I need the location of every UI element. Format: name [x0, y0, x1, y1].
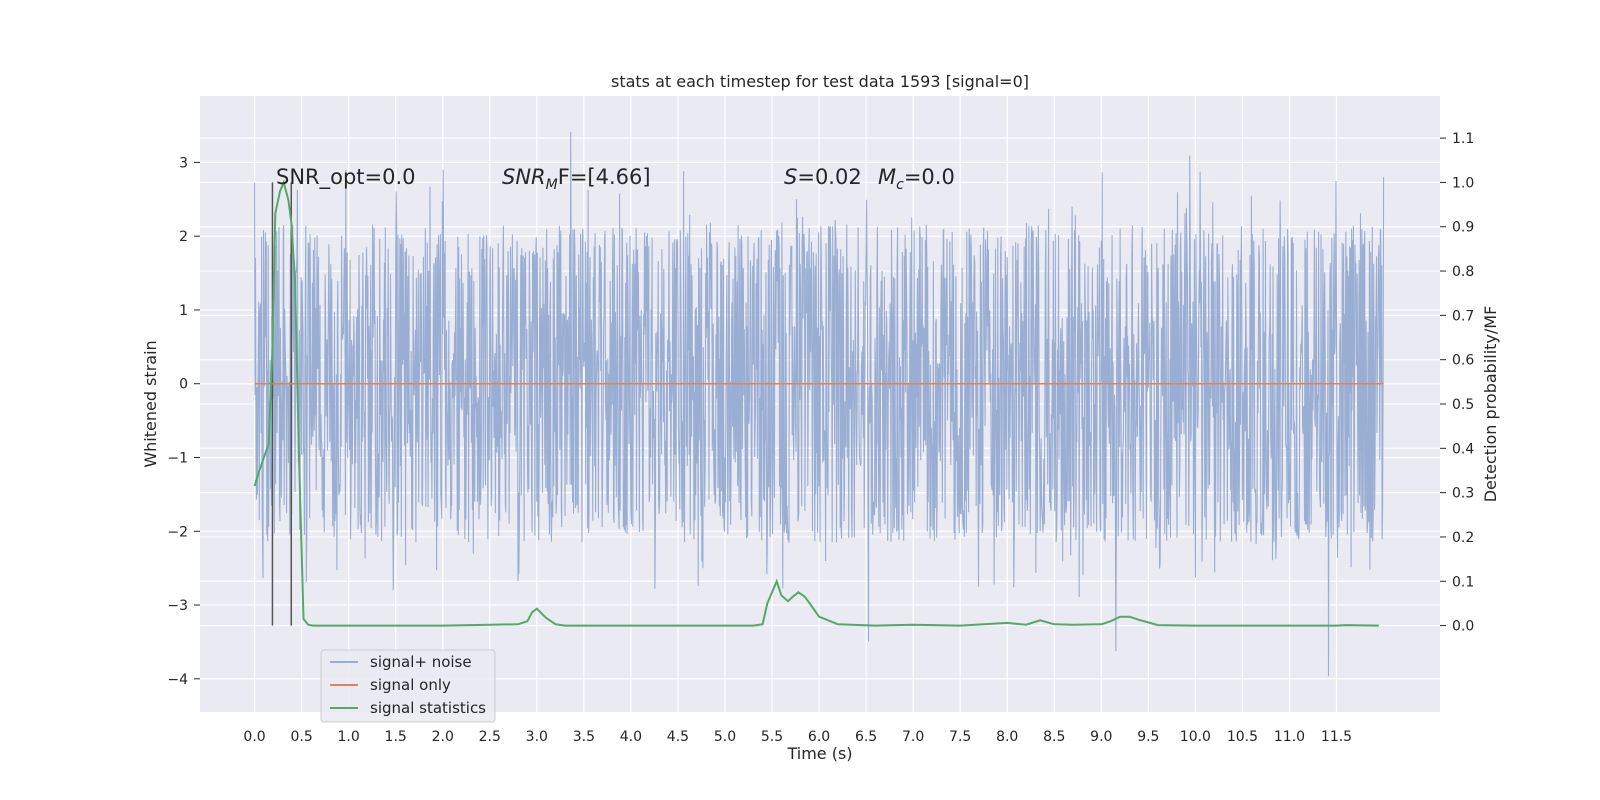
y-right-tick-label: 0.2 [1452, 530, 1474, 546]
y-right-tick-label: 0.0 [1452, 619, 1474, 635]
annotation-snr-mf: SNRMF=[4.66] [502, 165, 651, 193]
y-right-tick-label: 0.4 [1452, 441, 1474, 457]
y-left-tick-label: −4 [167, 672, 188, 688]
x-tick-label: 3.5 [573, 729, 595, 745]
x-tick-label: 7.0 [902, 729, 924, 745]
y-right-tick-label: 0.3 [1452, 486, 1474, 502]
x-tick-label: 1.5 [385, 729, 407, 745]
x-tick-label: 9.0 [1090, 729, 1112, 745]
chart-title: stats at each timestep for test data 159… [611, 72, 1029, 91]
y-left-tick-label: −3 [167, 598, 188, 614]
x-tick-label: 2.5 [479, 729, 501, 745]
annotation-mc-rest: =0.0 [904, 165, 955, 189]
x-tick-label: 10.5 [1227, 729, 1258, 745]
legend-label-signal-noise: signal+ noise [370, 653, 472, 671]
series-signal-noise-line [254, 131, 1385, 677]
x-tick-label: 9.5 [1137, 729, 1159, 745]
y-axis-right-ticks: 1.1 1.0 0.9 0.8 0.7 0.6 0.5 0.4 0.3 0.2 0.1 0.0 [1440, 131, 1474, 635]
x-tick-label: 1.0 [338, 729, 360, 745]
annotation-mc-main: M [878, 165, 896, 189]
annotation-s: S=0.02 [784, 165, 862, 189]
x-tick-label: 10.0 [1180, 729, 1211, 745]
x-tick-label: 3.0 [526, 729, 548, 745]
y-right-tick-label: 0.1 [1452, 574, 1474, 590]
annotation-snr-opt: SNR_opt=0.0 [276, 165, 416, 190]
x-tick-label: 4.5 [667, 729, 689, 745]
x-axis-label: Time (s) [786, 744, 852, 763]
legend-label-signal-only: signal only [370, 676, 451, 694]
x-tick-label: 8.5 [1043, 729, 1065, 745]
annotation-s-rest: =0.02 [797, 165, 861, 189]
y-right-tick-label: 0.6 [1452, 353, 1474, 369]
y-right-tick-label: 0.8 [1452, 264, 1474, 280]
y-right-tick-label: 0.7 [1452, 308, 1474, 324]
y-axis-right-label: Detection probability/MF [1481, 306, 1500, 503]
x-tick-label: 6.5 [855, 729, 877, 745]
x-tick-label: 0.5 [290, 729, 312, 745]
x-axis-ticks: 0.0 0.5 1.0 1.5 2.0 2.5 3.0 3.5 4.0 4.5 5.0 5.5 6.0 6… [243, 729, 1352, 745]
x-tick-label: 11.0 [1274, 729, 1305, 745]
x-tick-label: 7.5 [949, 729, 971, 745]
y-left-tick-label: −1 [167, 450, 188, 466]
y-right-tick-label: 0.5 [1452, 397, 1474, 413]
x-tick-label: 6.0 [808, 729, 830, 745]
annotation-snr-mf-main: SNR [502, 165, 546, 189]
annotation-snr-mf-sub: M [546, 177, 558, 193]
y-left-tick-label: −2 [167, 524, 188, 540]
y-left-tick-label: 0 [179, 377, 188, 393]
y-axis-left-label: Whitened strain [141, 340, 160, 467]
annotation-mc-sub: c [896, 177, 904, 193]
x-tick-label: 2.0 [432, 729, 454, 745]
legend-box [320, 649, 496, 723]
y-left-tick-label: 3 [179, 155, 188, 171]
y-right-tick-label: 1.1 [1452, 131, 1474, 147]
vertical-markers [271, 182, 293, 626]
x-tick-label: 11.5 [1321, 729, 1352, 745]
y-right-tick-label: 1.0 [1452, 175, 1474, 191]
x-tick-label: 0.0 [243, 729, 265, 745]
series-signal-statistics-line [253, 179, 1379, 627]
annotation-mc: Mc=0.0 [878, 165, 955, 193]
y-right-tick-label: 0.9 [1452, 220, 1474, 236]
y-left-tick-label: 2 [179, 229, 188, 245]
x-tick-label: 8.0 [996, 729, 1018, 745]
x-tick-label: 5.0 [714, 729, 736, 745]
y-axis-left-ticks: 3 2 1 0 −1 −2 −3 −4 [167, 155, 200, 688]
legend-label-signal-statistics: signal statistics [370, 699, 486, 717]
x-tick-label: 4.0 [620, 729, 642, 745]
legend: signal+ noise signal only signal statist… [320, 649, 496, 723]
signal-noise-series [254, 131, 1385, 677]
y-left-tick-label: 1 [179, 303, 188, 319]
x-tick-label: 5.5 [761, 729, 783, 745]
annotation-snr-mf-rest: F=[4.66] [558, 165, 651, 189]
annotation-s-main: S [784, 165, 797, 189]
series-layer [253, 179, 1384, 627]
